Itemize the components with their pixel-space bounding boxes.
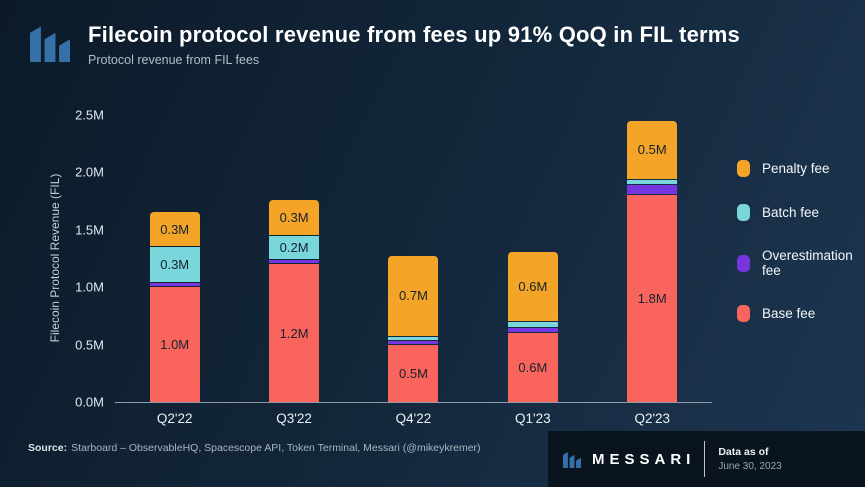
bar-q4-22: 0.7M 0.5M [388,115,439,402]
plot-area: 0.3M 0.3M 1.0M 0.3M 0.2M 1.2M 0.7M 0.5M 0.6M 0.6M… [115,115,712,403]
segment-value-label: 0.6M [518,360,548,376]
segment-penalty-fee: 0.3M [149,211,200,247]
segment-overestimation-fee [507,327,558,333]
legend: Penalty fee Batch fee Overestimation fee Ba… [737,160,865,322]
segment-value-label: 0.6M [518,279,548,295]
segment-value-label: 1.2M [279,325,309,341]
legend-swatch-base-fee [737,305,750,322]
legend-swatch-overestimation-fee [737,254,750,272]
segment-overestimation-fee [627,185,678,195]
segment-base-fee: 0.5M [388,344,439,402]
segment-base-fee: 1.8M [627,195,678,402]
legend-item-base-fee: Base fee [737,305,865,322]
legend-label: Base fee [762,306,816,321]
x-axis-label: Q2'23 [634,411,671,426]
segment-overestimation-fee [269,259,320,264]
x-axis-label: Q1'23 [515,411,551,426]
messari-wordmark: MESSARI [592,450,696,468]
segment-overestimation-fee [388,341,439,344]
segment-penalty-fee: 0.6M [507,252,558,321]
segment-batch-fee [627,179,678,185]
legend-item-penalty-fee: Penalty fee [737,160,865,177]
y-tick-label: 0.0M [75,394,104,410]
x-axis-label: Q2'22 [156,411,193,426]
bar-q2-23: 0.5M 1.8M [627,115,678,402]
messari-logo-icon-small [563,452,581,468]
segment-base-fee: 1.2M [269,264,320,402]
x-axis-label: Q4'22 [395,411,432,426]
data-as-of: Data as of June 30, 2023 [718,446,781,472]
title-block: Filecoin protocol revenue from fees up 9… [88,22,740,67]
segment-value-label: 0.2M [279,239,309,255]
segment-penalty-fee: 0.7M [388,255,439,336]
segment-value-label: 0.5M [399,365,428,381]
y-tick-label: 0.5M [75,337,104,353]
y-tick-label: 1.0M [75,279,104,295]
segment-batch-fee: 0.3M [149,247,200,282]
messari-logo-icon [30,26,70,62]
source-note: Source: Starboard – ObservableHQ, Spacesc… [28,442,481,454]
x-axis-labels: Q2'22 Q3'22 Q4'22 Q1'23 Q2'23 [115,411,712,426]
y-tick-label: 2.5M [75,107,104,123]
legend-label: Batch fee [762,205,820,220]
bar-q2-22: 0.3M 0.3M 1.0M [149,115,200,402]
segment-value-label: 1.8M [637,291,667,307]
segment-penalty-fee: 0.3M [269,200,320,235]
segment-value-label: 0.3M [279,210,309,226]
legend-swatch-batch-fee [737,204,750,221]
segment-penalty-fee: 0.5M [627,121,678,179]
segment-value-label: 0.7M [399,288,428,304]
source-text: Starboard – ObservableHQ, Spacescope API… [71,442,481,454]
segment-value-label: 0.3M [160,257,190,273]
segment-base-fee: 1.0M [149,287,200,402]
segment-batch-fee [388,336,439,341]
bar-q3-22: 0.3M 0.2M 1.2M [269,115,320,402]
bar-q1-23: 0.6M 0.6M [507,115,558,402]
x-axis-label: Q3'22 [276,411,312,426]
header: Filecoin protocol revenue from fees up 9… [28,22,849,67]
segment-base-fee: 0.6M [507,333,558,402]
legend-label: Overestimation fee [762,248,853,278]
messari-brand: MESSARI [562,450,695,468]
page-title: Filecoin protocol revenue from fees up 9… [88,22,740,47]
page-subtitle: Protocol revenue from FIL fees [88,53,260,68]
legend-item-batch-fee: Batch fee [737,204,865,221]
footer-divider [704,441,706,477]
legend-item-overestimation-fee: Overestimation fee [737,248,865,278]
y-tick-label: 2.0M [75,164,104,180]
segment-batch-fee [507,321,558,327]
segment-value-label: 1.0M [160,337,190,353]
segment-value-label: 0.3M [160,221,190,237]
legend-label: Penalty fee [762,161,830,176]
footer-panel: MESSARI Data as of June 30, 2023 [548,431,865,487]
data-as-of-date: June 30, 2023 [718,461,782,472]
y-tick-label: 1.5M [75,222,104,238]
y-axis-ticks: 0.0M 0.5M 1.0M 1.5M 2.0M 2.5M [58,108,104,410]
legend-swatch-penalty-fee [737,160,750,177]
segment-batch-fee: 0.2M [269,235,320,259]
segment-value-label: 0.5M [637,142,667,158]
source-label: Source: [28,442,68,454]
data-as-of-label: Data as of [718,446,769,458]
segment-overestimation-fee [149,282,200,287]
